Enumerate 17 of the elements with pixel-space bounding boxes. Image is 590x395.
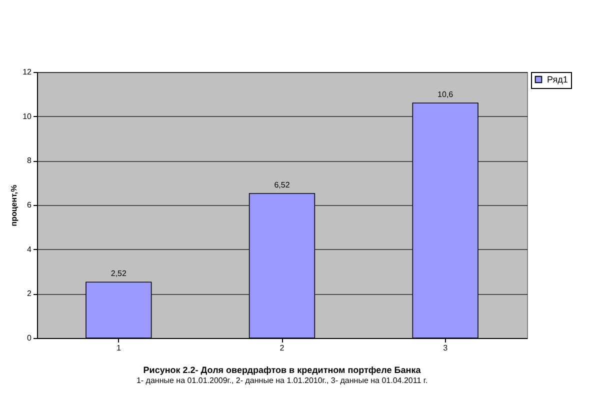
x-tick-label: 3 xyxy=(443,344,448,352)
text: 1- данные на 01.01.2009г., 2- данные на 1.01.2010г., 3- данные на 01.04.2011 г. xyxy=(136,376,428,385)
y-tick-label: 2 xyxy=(27,289,32,298)
y-axis-title: процент,% xyxy=(10,184,19,226)
x-tick-label: 1 xyxy=(116,344,122,352)
data-label: 2,52 xyxy=(110,269,127,278)
y-tick-label: 10 xyxy=(22,112,32,121)
y-tick-label: 12 xyxy=(22,68,32,76)
legend-label: Ряд1 xyxy=(547,74,568,84)
text: Рисунок 2.2- Доля овердрафтов в кредитном портфеле Банка xyxy=(143,365,422,375)
y-tick-label: 6 xyxy=(27,200,32,210)
data-label: 6,52 xyxy=(274,180,290,190)
data-label: 10,6 xyxy=(438,90,454,100)
y-tick-label: 8 xyxy=(27,156,32,166)
y-tick-label: 4 xyxy=(27,244,32,254)
x-tick-label: 2 xyxy=(280,344,285,352)
y-tick-label: 0 xyxy=(27,334,32,342)
